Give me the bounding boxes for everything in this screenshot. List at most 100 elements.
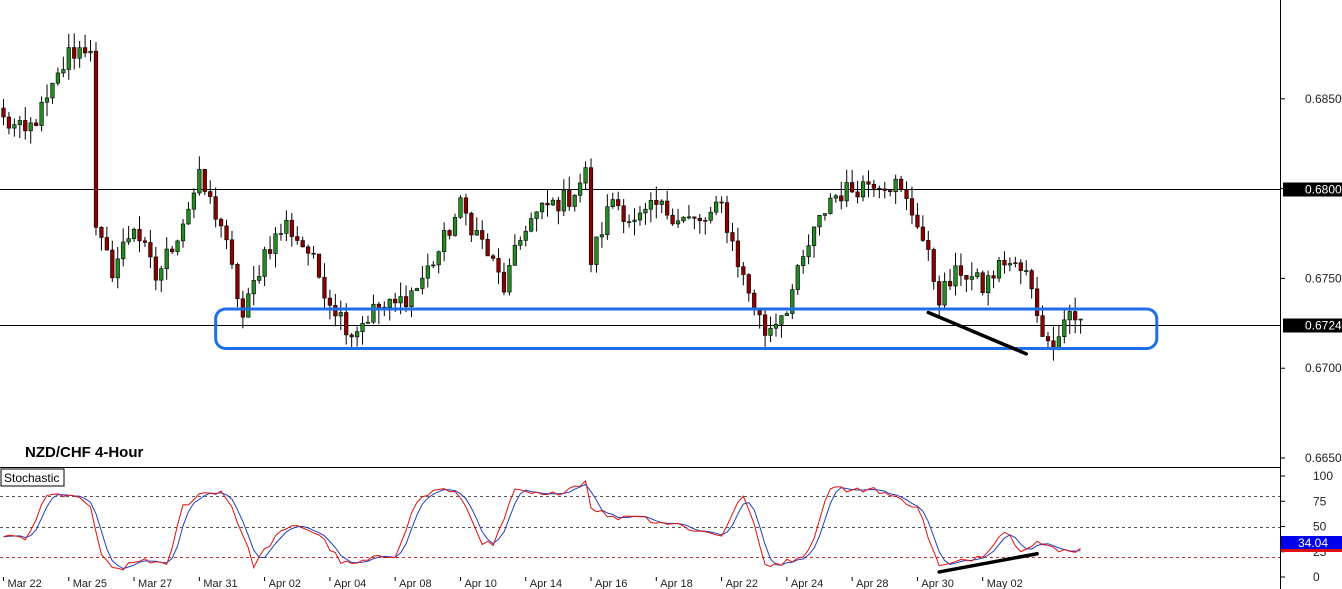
candle-bullish [550, 199, 556, 206]
candle-bullish [610, 199, 615, 208]
date-tick-label: Apr 28 [856, 578, 888, 589]
candle-bullish [643, 208, 648, 214]
stochastic-signal-line [3, 483, 1081, 570]
candle-bullish [360, 322, 365, 332]
horizontal-lines [0, 189, 1280, 326]
candle-bearish [485, 238, 490, 257]
stochastic-tick-label: 75 [1313, 494, 1327, 508]
candle-bullish [773, 324, 779, 329]
candle-bullish [197, 169, 202, 194]
stochastic-tick-label: 0 [1313, 570, 1320, 584]
candle-bullish [61, 69, 66, 74]
candle-bullish [115, 258, 120, 279]
candle-bullish [784, 313, 789, 317]
candle-bullish [273, 233, 278, 254]
candle-bullish [420, 277, 425, 289]
candle-bearish [735, 240, 740, 267]
candle-bullish [811, 226, 817, 246]
candle-bullish [246, 293, 251, 318]
candle-bullish [572, 195, 577, 207]
candle-bullish [458, 197, 463, 218]
price-tick-label: 0.6850 [1305, 92, 1342, 106]
candle-bearish [344, 312, 349, 336]
date-tick-label: May 02 [987, 578, 1023, 589]
candle-bearish [83, 47, 88, 54]
candle-bearish [1002, 260, 1007, 266]
candle-bearish [463, 197, 469, 214]
candle-bullish [795, 265, 800, 290]
price-line-label: 0.6800 [1305, 183, 1342, 197]
candle-bearish [931, 249, 936, 282]
candle-bullish [828, 197, 833, 214]
date-tick-label: Mar 31 [203, 578, 237, 589]
candle-bearish [964, 275, 969, 280]
candle-bearish [839, 195, 844, 202]
stochastic-value-label: 34.04 [1281, 536, 1342, 552]
date-tick-label: Apr 18 [660, 578, 692, 589]
candle-bearish [267, 249, 273, 254]
candle-bullish [66, 47, 71, 70]
candle-bullish [77, 47, 82, 59]
candle-bearish [469, 212, 474, 236]
candle-bearish [719, 201, 724, 204]
candle-bullish [523, 230, 528, 241]
candle-bearish [882, 188, 887, 191]
candle-bullish [626, 221, 632, 223]
candle-bullish [1078, 318, 1083, 321]
candle-bullish [44, 97, 50, 103]
candle-bearish [1040, 315, 1045, 337]
candle-bullish [975, 272, 980, 277]
price-trendline [926, 310, 1028, 356]
candle-bullish [675, 220, 681, 225]
candle-bullish [251, 280, 256, 295]
candle-bearish [556, 199, 561, 212]
candle-bullish [703, 219, 708, 222]
candle-bullish [1062, 319, 1067, 337]
candle-bullish [512, 244, 517, 266]
candle-bearish [904, 189, 909, 199]
candle-bullish [442, 230, 447, 253]
candle-bullish [768, 327, 773, 336]
candle-bullish [1007, 263, 1012, 266]
candle-bullish [996, 260, 1002, 279]
candle-bearish [730, 232, 735, 242]
candle-bearish [148, 242, 153, 258]
candle-bullish [452, 217, 458, 236]
candle-bearish [224, 225, 229, 241]
candle-bearish [654, 200, 659, 205]
price-line-labels: 0.6800 0.6724 [1283, 182, 1342, 333]
candle-bullish [844, 182, 849, 202]
candle-bullish [539, 202, 545, 213]
candle-bearish [752, 292, 757, 310]
candle-bearish [741, 266, 746, 275]
candle-bullish [779, 315, 784, 325]
candle-bullish [365, 321, 371, 324]
candle-bearish [170, 248, 175, 253]
candle-bearish [490, 255, 496, 259]
candle-bullish [953, 265, 958, 287]
stochastic-label-box [0, 468, 65, 487]
candle-bearish [229, 239, 235, 265]
candle-bullish [12, 124, 17, 129]
candle-bearish [235, 264, 240, 300]
candle-bullish [414, 288, 420, 292]
price-tick-label: 0.6650 [1305, 451, 1342, 465]
candle-bullish [822, 213, 828, 216]
candle-bearish [295, 236, 300, 241]
candle-bearish [980, 272, 985, 293]
candle-bearish [871, 183, 876, 189]
candle-bullish [860, 181, 866, 198]
candle-bearish [6, 116, 12, 129]
candle-bearish [327, 297, 333, 306]
candle-bearish [202, 169, 207, 192]
candle-bearish [920, 226, 925, 241]
candle-bullish [686, 216, 692, 219]
candle-bearish [447, 230, 452, 236]
candle-bullish [648, 200, 653, 210]
candle-bearish [670, 214, 675, 225]
candle-bearish [137, 228, 142, 242]
candle-bearish [349, 334, 354, 338]
candle-bullish [637, 212, 643, 221]
candle-bullish [17, 120, 22, 125]
candle-bearish [958, 265, 964, 276]
